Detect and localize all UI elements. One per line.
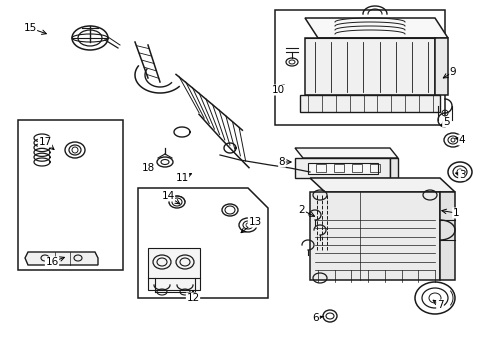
Bar [18, 120, 123, 270]
Polygon shape [439, 192, 454, 280]
Text: 5: 5 [442, 117, 448, 127]
Bar [274, 10, 444, 125]
Text: 2: 2 [298, 205, 305, 215]
Text: 9: 9 [449, 67, 455, 77]
Text: 10: 10 [271, 85, 284, 95]
Polygon shape [307, 163, 377, 174]
Bar [351, 164, 361, 172]
Polygon shape [294, 148, 397, 158]
Text: 16: 16 [45, 257, 59, 267]
Polygon shape [434, 38, 447, 95]
Polygon shape [148, 248, 200, 290]
Polygon shape [309, 178, 454, 192]
Text: 17: 17 [38, 137, 52, 147]
Text: 11: 11 [175, 173, 188, 183]
Bar [333, 164, 343, 172]
Text: 18: 18 [141, 163, 154, 173]
Text: 12: 12 [186, 293, 199, 303]
Polygon shape [305, 38, 434, 95]
Text: 3: 3 [458, 170, 465, 180]
Bar [315, 164, 325, 172]
Text: 13: 13 [248, 217, 261, 227]
Polygon shape [309, 192, 439, 280]
Text: 6: 6 [312, 313, 319, 323]
Text: 4: 4 [458, 135, 465, 145]
Text: 14: 14 [161, 191, 174, 201]
Polygon shape [294, 158, 389, 178]
Polygon shape [299, 95, 439, 112]
Bar [369, 164, 379, 172]
Text: 8: 8 [278, 157, 285, 167]
Polygon shape [25, 252, 98, 265]
Text: 15: 15 [23, 23, 37, 33]
Text: 1: 1 [452, 208, 458, 218]
Text: 7: 7 [436, 300, 443, 310]
Polygon shape [305, 18, 447, 38]
Polygon shape [389, 158, 397, 178]
